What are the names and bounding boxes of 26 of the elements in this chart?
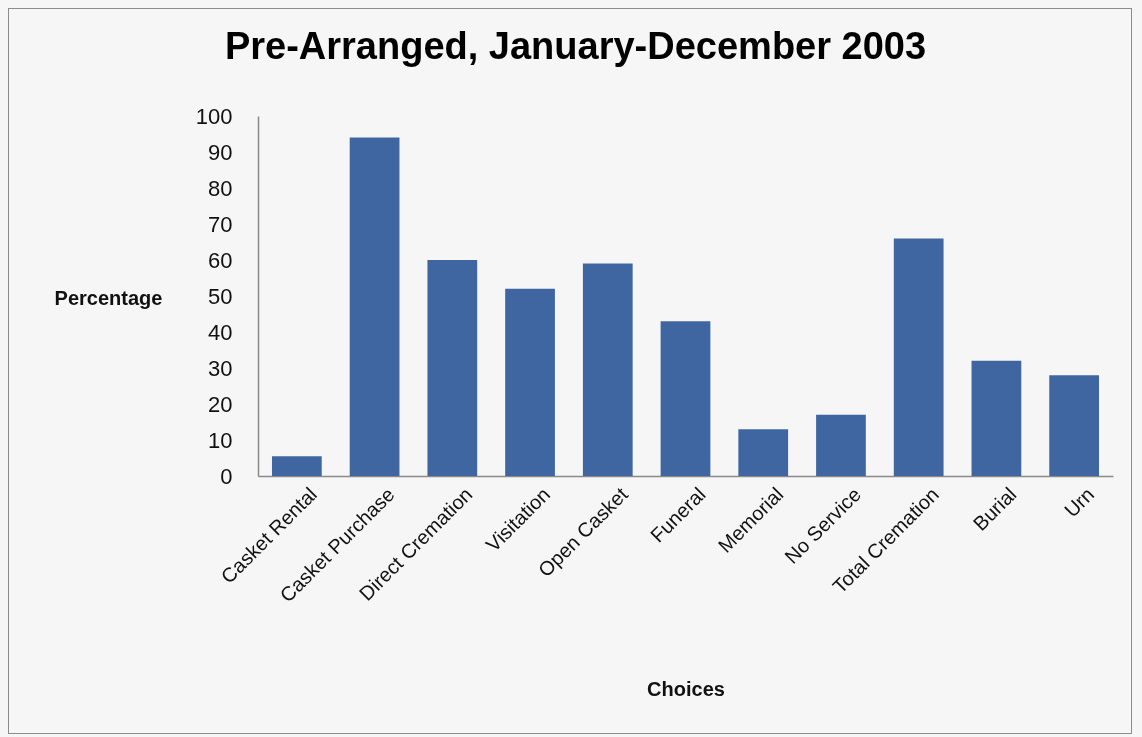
y-tick-label: 10 xyxy=(208,427,233,453)
bar xyxy=(1049,375,1100,476)
y-tick-label: 40 xyxy=(208,319,233,345)
bar xyxy=(505,288,555,476)
x-axis-title: Choices xyxy=(647,678,725,701)
bar xyxy=(582,263,633,476)
bar xyxy=(271,456,322,476)
bar xyxy=(349,137,400,476)
bar xyxy=(971,360,1022,476)
bar xyxy=(427,260,478,476)
y-tick-label: 90 xyxy=(208,139,233,165)
bar xyxy=(660,321,711,476)
bar xyxy=(893,238,944,476)
y-tick-label: 50 xyxy=(208,283,233,309)
chart-title: Pre-Arranged, January-December 2003 xyxy=(224,25,927,67)
y-axis-title: Percentage xyxy=(54,286,163,309)
bar xyxy=(816,414,866,476)
y-tick-label: 60 xyxy=(208,247,233,273)
y-tick-label: 0 xyxy=(220,463,233,489)
y-tick-label: 70 xyxy=(208,211,233,237)
y-tick-label: 20 xyxy=(208,391,233,417)
y-tick-label: 30 xyxy=(208,355,233,381)
y-tick-label: 80 xyxy=(208,175,233,201)
y-tick-label: 100 xyxy=(195,103,233,129)
x-tick-label: Urn xyxy=(1059,483,1099,522)
bar xyxy=(738,429,789,476)
